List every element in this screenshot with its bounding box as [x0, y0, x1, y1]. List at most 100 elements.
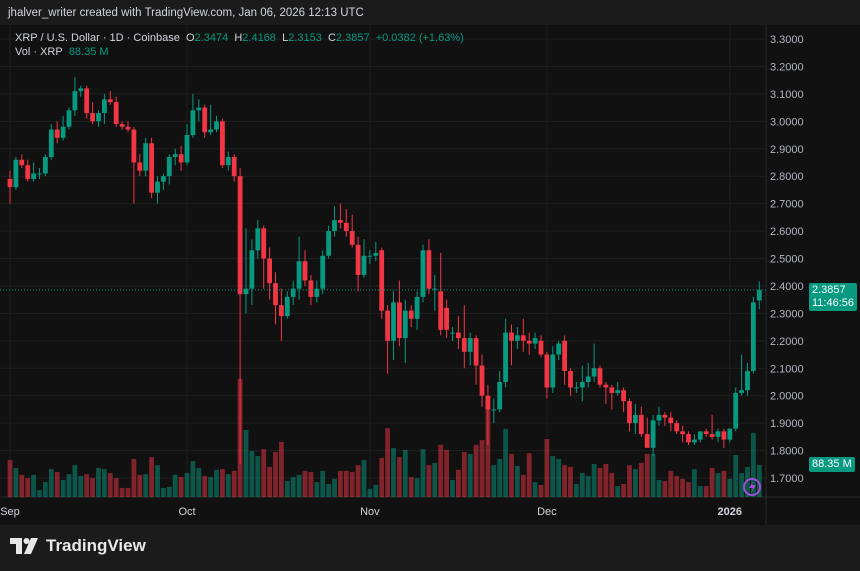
candle: [550, 346, 556, 393]
candle-body: [414, 296, 420, 319]
candle-body: [37, 173, 42, 175]
candle-body: [149, 143, 154, 193]
candle: [745, 362, 750, 396]
candle: [326, 225, 331, 259]
candle-body: [113, 102, 119, 125]
candle: [202, 104, 208, 138]
candle: [231, 154, 237, 182]
candle: [172, 148, 178, 166]
volume-bar: [13, 468, 19, 497]
volume-bar: [709, 468, 715, 497]
candle-body: [550, 354, 556, 388]
candle: [302, 250, 308, 286]
volume-bar: [361, 460, 367, 497]
candle: [585, 362, 591, 388]
candle-body: [461, 338, 467, 352]
candle: [397, 280, 402, 347]
volume-bar: [745, 466, 750, 497]
candle: [603, 381, 609, 404]
candle-body: [621, 390, 626, 402]
candle-body: [609, 387, 615, 393]
volume-bar: [603, 464, 609, 497]
volume-bar: [408, 477, 414, 497]
candle-body: [633, 414, 638, 424]
candle: [544, 351, 550, 399]
candle: [438, 253, 444, 336]
volume-bar: [715, 473, 721, 497]
candle: [279, 288, 284, 341]
candle-body: [361, 255, 367, 275]
candle: [526, 332, 532, 355]
candle-body: [43, 156, 48, 174]
date-tick-label: Sep: [0, 506, 20, 518]
candle: [131, 126, 137, 204]
candle: [444, 299, 449, 339]
volume-bar: [60, 479, 66, 497]
candle: [697, 431, 703, 443]
candle: [532, 332, 538, 350]
volume-bar: [355, 465, 361, 497]
candle: [751, 296, 756, 374]
candle-body: [25, 165, 31, 179]
open-label: O: [185, 32, 195, 44]
volume-bar: [125, 487, 131, 497]
candle-body: [84, 88, 90, 114]
last-price: 2.3857: [812, 284, 846, 296]
lightning-bolt-icon: [749, 481, 756, 493]
volume-bar: [461, 452, 467, 497]
candle: [709, 414, 715, 440]
candle-body: [751, 302, 756, 371]
candle-body: [279, 305, 284, 317]
candle-body: [326, 231, 331, 256]
candle: [473, 335, 479, 385]
open-value: 2.3474: [194, 32, 229, 44]
candle: [60, 115, 66, 141]
candle: [414, 291, 420, 330]
candle: [149, 137, 154, 199]
candle: [314, 280, 320, 303]
candle-body: [184, 135, 190, 163]
volume-bar: [208, 477, 213, 497]
volume-bar: [491, 465, 497, 497]
tradingview-logo[interactable]: TradingView: [10, 536, 146, 556]
volume-bar: [479, 440, 485, 497]
volume-bar: [627, 465, 632, 497]
candle: [237, 167, 243, 465]
candle: [538, 335, 544, 358]
candle-body: [562, 340, 567, 371]
volume-bar: [25, 478, 31, 497]
candle-body: [314, 288, 320, 297]
candle-body: [231, 156, 237, 177]
volume-bar: [385, 428, 390, 497]
candle-body: [373, 253, 379, 256]
chart-pane[interactable]: 3.3000 3.2000 3.1000 3.0000 2.9000 2.8000 2.70…: [0, 25, 860, 525]
candle: [609, 384, 615, 410]
candle: [633, 403, 638, 435]
candle: [373, 242, 379, 262]
volume-label[interactable]: Vol · XRP: [15, 46, 63, 58]
candle-body: [225, 156, 231, 166]
volume-bar: [102, 469, 107, 497]
candle-body: [214, 121, 219, 130]
volume-bar: [509, 453, 514, 497]
candle: [308, 274, 314, 306]
candle-body: [196, 107, 202, 111]
symbol-label[interactable]: XRP / U.S. Dollar · 1D · Coinbase: [15, 32, 180, 44]
volume-bar: [225, 474, 231, 497]
candle-body: [31, 173, 36, 179]
candle: [503, 318, 508, 388]
candle-body: [721, 431, 727, 440]
volume-bar: [515, 465, 520, 497]
volume-bar: [143, 474, 149, 497]
candle-body: [745, 370, 750, 391]
candle: [155, 176, 160, 204]
candlestick-chart[interactable]: 3.3000 3.2000 3.1000 3.0000 2.9000 2.8000 2.70…: [0, 25, 860, 525]
price-axis: [766, 25, 860, 525]
volume-bar: [692, 469, 697, 497]
candle-body: [467, 338, 473, 352]
candle-body: [615, 390, 621, 393]
price-tick-label: 3.0000: [770, 116, 804, 128]
candle-body: [249, 250, 255, 289]
candle-body: [532, 338, 538, 344]
candle-body: [703, 431, 709, 435]
